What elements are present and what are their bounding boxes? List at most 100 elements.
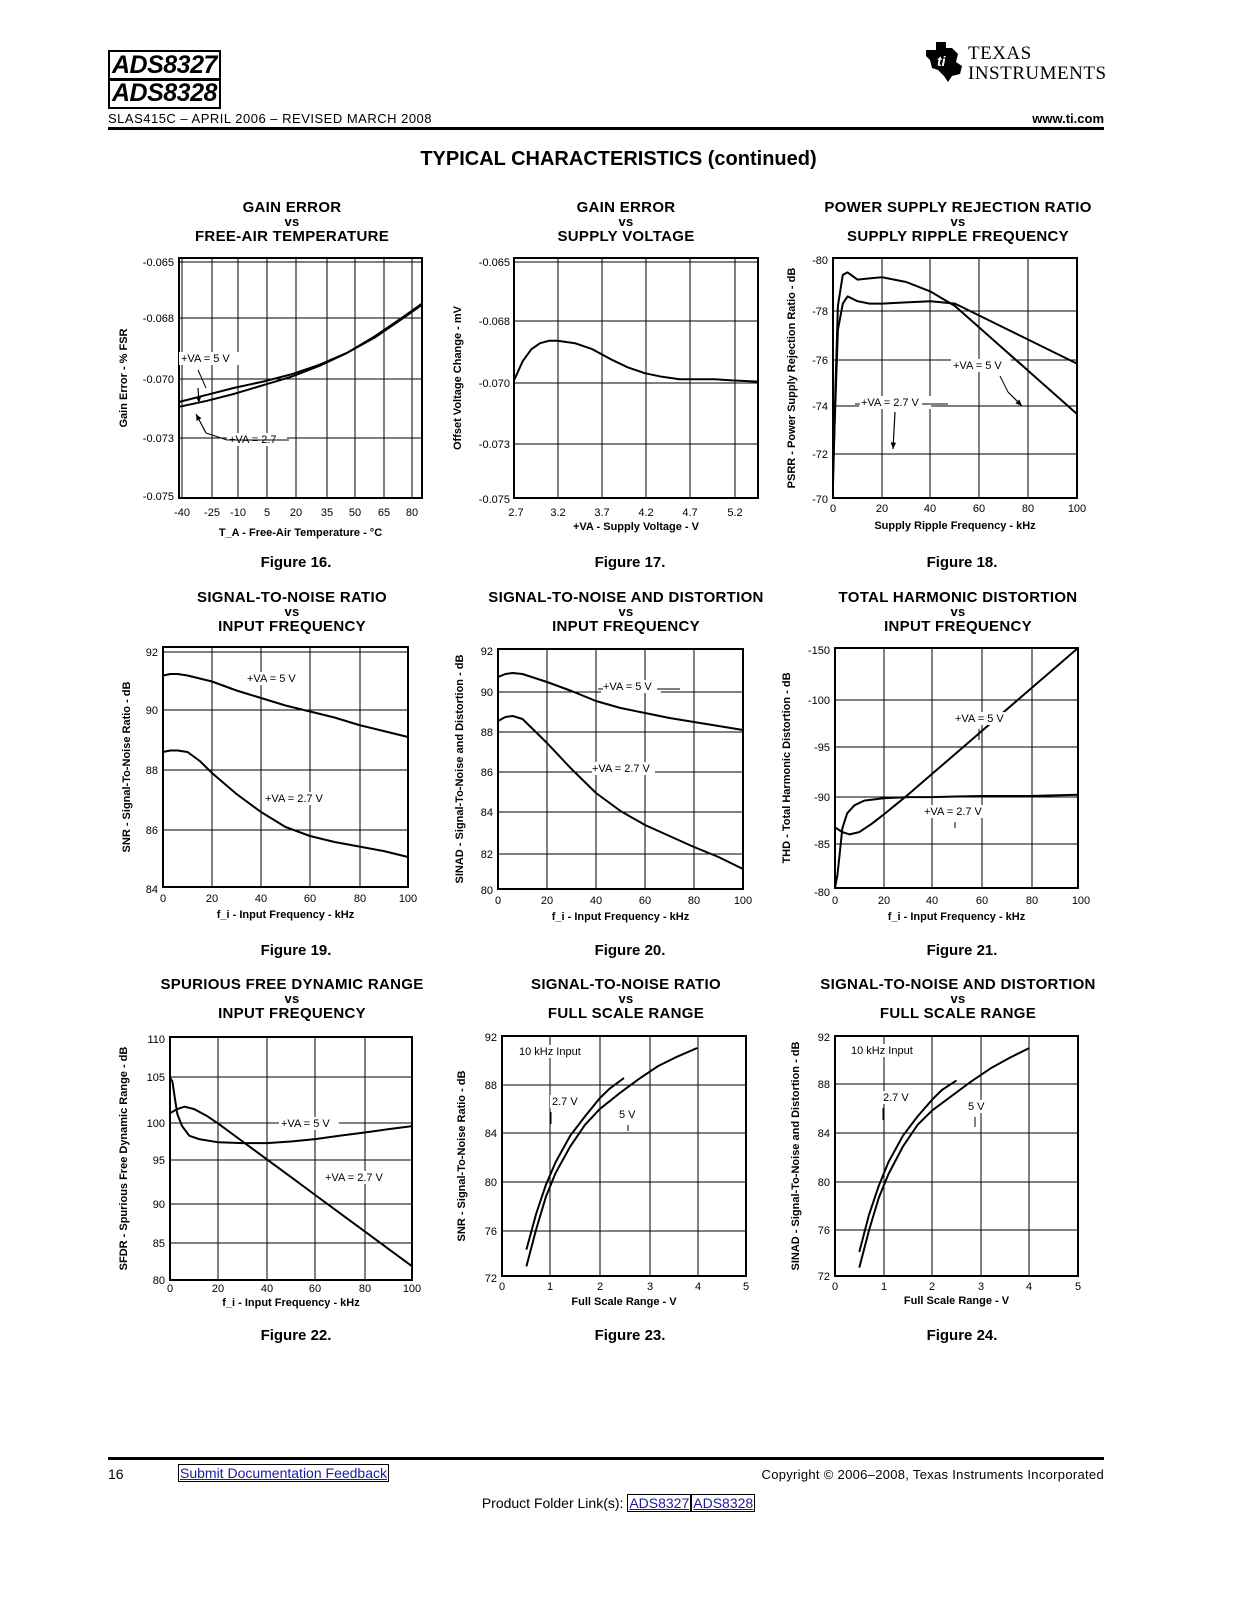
fig16-ytick-label: -0.075	[143, 491, 174, 503]
product-link-ads8328[interactable]: ADS8328	[691, 1494, 756, 1512]
fig21-ytick-label: -100	[808, 695, 830, 707]
fig24-annotation-bg	[849, 1044, 928, 1057]
fig23-ytick-label: 72	[485, 1273, 497, 1285]
fig22-caption: Figure 22.	[260, 1327, 332, 1344]
fig22-xtick-label: 80	[359, 1283, 371, 1295]
fig21-ytick-label: -95	[814, 742, 830, 754]
fig18-xtick-label: 100	[1068, 503, 1086, 515]
fig21-xtick-label: 0	[832, 895, 838, 907]
fig16-annotation-bg	[179, 352, 239, 365]
fig19-ytick-label: 88	[146, 765, 158, 777]
fig20-series-line-1	[497, 715, 744, 870]
fig16-xtick-label: 5	[264, 507, 270, 519]
fig24-title-line-0: SIGNAL-TO-NOISE AND DISTORTION	[820, 976, 1096, 993]
product-link-ads8327[interactable]: ADS8327	[627, 1494, 692, 1512]
fig19-xtick-label: 100	[399, 893, 417, 905]
fig17-xtick-label: 3.7	[594, 507, 609, 519]
fig17-plot-frame	[513, 257, 759, 499]
submit-feedback-link[interactable]: Submit Documentation Feedback	[178, 1464, 389, 1482]
fig21-series-line-0	[834, 793, 1079, 889]
fig20-title: SIGNAL-TO-NOISE AND DISTORTION vs INPUT FR…	[426, 590, 826, 634]
fig17-caption: Figure 17.	[594, 554, 666, 571]
fig20-ytick-label: 84	[481, 807, 493, 819]
fig20-ytick-label: 92	[481, 646, 493, 658]
fig19-series-line-1	[162, 749, 409, 858]
fig17-ytick-label: -0.075	[479, 494, 510, 506]
fig21-ytick-label: -80	[814, 887, 830, 899]
fig23-xtick-label: 3	[647, 1281, 653, 1293]
fig21-xtick-label: 60	[976, 895, 988, 907]
fig17-series-line-0	[513, 339, 759, 383]
fig19-xtick-label: 80	[354, 893, 366, 905]
fig19-xlabel: f_i - Input Frequency - kHz	[217, 909, 355, 921]
fig22-ytick-label: 95	[153, 1155, 165, 1167]
fig23-plot-frame	[501, 1035, 747, 1277]
fig18-xtick-label: 60	[973, 503, 985, 515]
fig22-plot-frame	[169, 1036, 413, 1281]
fig24-annotation: 5 V	[968, 1101, 985, 1113]
fig22-series-line-1	[169, 1105, 413, 1268]
fig16-xtick-label: -40	[174, 507, 190, 519]
fig24-ytick-label: 80	[818, 1177, 830, 1189]
fig17-ytick-label: -0.070	[479, 378, 510, 390]
fig20-xtick-label: 0	[495, 895, 501, 907]
fig24-annotation: 10 kHz Input	[851, 1045, 913, 1057]
fig17-xtick-label: 4.7	[682, 507, 697, 519]
fig18-xtick-label: 80	[1022, 503, 1034, 515]
fig19-ylabel: SNR - Signal-To-Noise Ratio - dB	[121, 681, 133, 852]
fig18-xtick-label: 0	[830, 503, 836, 515]
fig16-xtick-label: 80	[406, 507, 418, 519]
fig21-title-line-1: vs	[950, 604, 966, 619]
fig19-series-line-0	[162, 673, 409, 738]
fig24-ytick-label: 76	[818, 1225, 830, 1237]
fig16-plot-frame	[178, 257, 423, 499]
fig22-title-line-2: INPUT FREQUENCY	[218, 1005, 366, 1022]
fig19-annotation: +VA = 5 V	[247, 673, 296, 685]
fig24-ytick-label: 88	[818, 1079, 830, 1091]
fig17-xtick-label: 3.2	[550, 507, 565, 519]
section-title: TYPICAL CHARACTERISTICS (continued)	[420, 148, 817, 170]
fig17-title-line-1: vs	[618, 214, 634, 229]
fig21-ytick-label: -85	[814, 839, 830, 851]
fig23-ytick-label: 76	[485, 1226, 497, 1238]
fig21-ylabel: THD - Total Harmonic Distortion - dB	[781, 672, 793, 863]
fig19-xtick-label: 0	[160, 893, 166, 905]
fig23-series-line-0	[525, 1077, 625, 1250]
fig20-annotation-bg	[601, 680, 661, 693]
fig22-ytick-label: 90	[153, 1199, 165, 1211]
fig16-annotation: +VA = 5 V	[181, 353, 230, 365]
website-link[interactable]: www.ti.com	[1032, 111, 1104, 126]
fig24-annotation-bg	[881, 1091, 916, 1104]
fig21-annotation-bg	[922, 805, 995, 818]
fig21-xtick-label: 20	[878, 895, 890, 907]
fig22-annotation-bg	[279, 1117, 339, 1130]
fig20-xtick-label: 80	[688, 895, 700, 907]
fig21-xlabel: f_i - Input Frequency - kHz	[888, 911, 1026, 923]
fig19-annotation-bg	[263, 792, 336, 805]
fig23-ylabel: SNR - Signal-To-Noise Ratio - dB	[456, 1070, 468, 1241]
fig16-arrow-head	[195, 396, 202, 403]
ti-logo: ti Texas Instruments	[922, 40, 1112, 90]
fig19-xtick-label: 20	[206, 893, 218, 905]
fig22-series-line-0	[169, 1076, 413, 1145]
fig18-arrow-head	[1015, 399, 1022, 406]
fig16-title-line-0: GAIN ERROR	[242, 199, 342, 216]
fig22-ylabel: SFDR - Spurious Free Dynamic Range - dB	[118, 1047, 130, 1271]
fig22-xtick-label: 20	[212, 1283, 224, 1295]
fig22-ytick-label: 110	[147, 1034, 165, 1046]
fig19-caption: Figure 19.	[260, 942, 332, 959]
fig18-ytick-label: -70	[812, 494, 828, 506]
fig24-xtick-label: 3	[978, 1281, 984, 1293]
footer-rule	[108, 1457, 1104, 1460]
ti-logo-icon: ti	[926, 42, 962, 82]
fig23-caption: Figure 23.	[594, 1327, 666, 1344]
fig16-ytick-label: -0.068	[143, 313, 174, 325]
fig18-ylabel: PSRR - Power Supply Rejection Ratio - dB	[786, 268, 798, 489]
fig20-series-line-0	[497, 672, 744, 731]
fig24-xtick-label: 4	[1026, 1281, 1032, 1293]
fig22-xtick-label: 40	[261, 1283, 273, 1295]
fig24-title: SIGNAL-TO-NOISE AND DISTORTION vs FULL SCA…	[758, 977, 1158, 1021]
fig17-title-line-0: GAIN ERROR	[576, 199, 676, 216]
fig16-ytick-label: -0.073	[143, 433, 174, 445]
